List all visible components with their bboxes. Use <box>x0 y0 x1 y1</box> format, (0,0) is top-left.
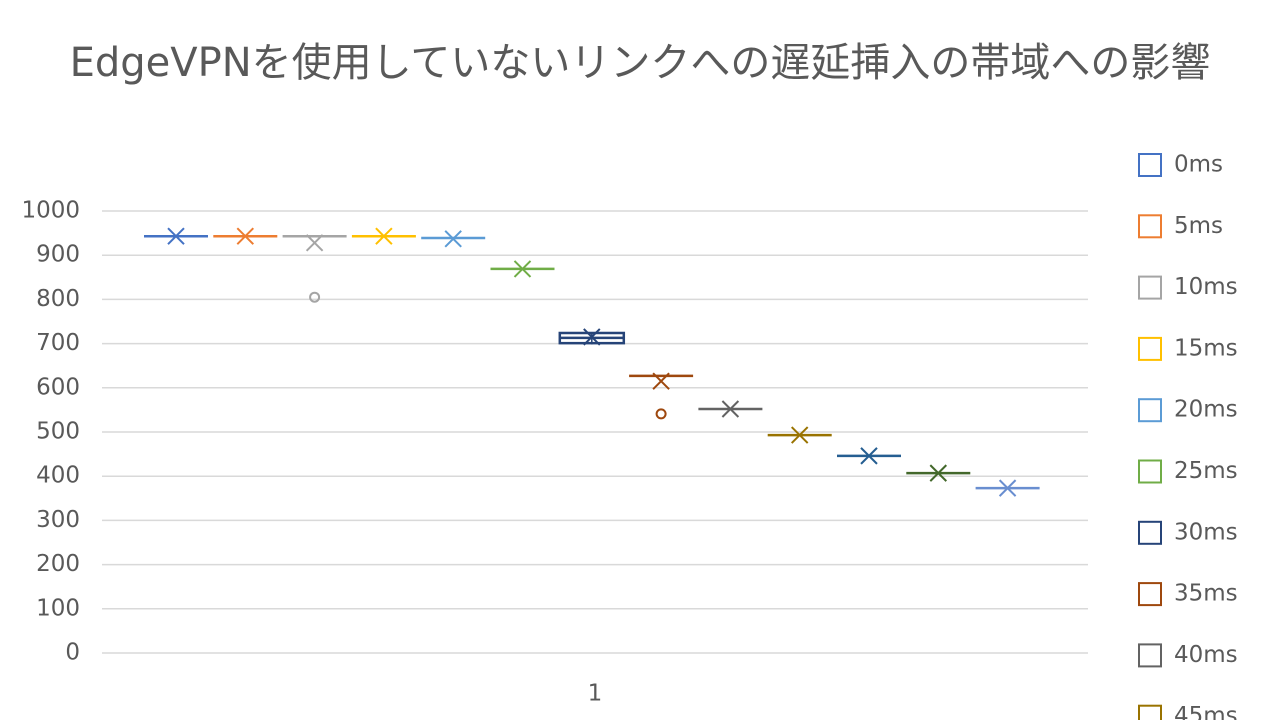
mean-marker <box>998 479 1017 497</box>
outlier <box>655 408 667 420</box>
legend-label: 15ms <box>1174 335 1238 361</box>
y-tick-label: 200 <box>36 551 80 577</box>
legend-label: 45ms <box>1174 703 1238 720</box>
mean-marker <box>929 464 948 482</box>
legend-label: 40ms <box>1174 642 1238 668</box>
legend-label: 10ms <box>1174 274 1238 300</box>
mean-marker <box>652 372 670 390</box>
y-tick-label: 600 <box>36 374 80 400</box>
y-tick-label: 300 <box>36 507 80 533</box>
legend-label: 20ms <box>1174 397 1238 423</box>
legend-label: 35ms <box>1174 581 1238 607</box>
legend-swatch <box>1138 582 1162 607</box>
mean-marker <box>444 230 462 248</box>
mean-marker <box>167 227 185 245</box>
mean-marker <box>375 227 393 245</box>
legend-label: 25ms <box>1174 458 1238 484</box>
y-tick-label: 700 <box>36 330 80 356</box>
y-tick-label: 1000 <box>21 198 80 224</box>
legend-swatch <box>1138 459 1162 484</box>
legend-swatch <box>1138 643 1162 668</box>
legend-label: 30ms <box>1174 519 1238 545</box>
chart-title: EdgeVPNを使用していないリンクへの遅延挿入の帯域への影響 <box>69 40 1211 86</box>
mean-marker <box>583 328 601 346</box>
y-tick-label: 800 <box>36 286 80 312</box>
legend-swatch <box>1138 275 1162 300</box>
y-tick-label: 0 <box>65 640 80 666</box>
y-tick-label: 100 <box>36 595 80 621</box>
legend-swatch <box>1138 153 1162 177</box>
outlier <box>309 291 321 303</box>
y-tick-label: 400 <box>36 463 80 489</box>
mean-marker <box>721 400 740 418</box>
legend-label: 5ms <box>1174 213 1223 239</box>
legend-label: 0ms <box>1174 152 1223 178</box>
mean-marker <box>513 260 532 278</box>
legend-swatch <box>1138 398 1162 423</box>
mean-marker <box>305 234 324 252</box>
mean-marker <box>236 227 255 245</box>
legend-swatch <box>1138 704 1162 720</box>
x-tick-label: 1 <box>588 681 603 707</box>
mean-marker <box>790 426 809 444</box>
legend-swatch <box>1138 336 1162 361</box>
legend-swatch <box>1138 214 1162 239</box>
mean-marker <box>860 447 878 465</box>
y-tick-label: 900 <box>36 242 80 268</box>
legend-swatch <box>1138 520 1162 545</box>
y-tick-label: 500 <box>36 419 80 445</box>
